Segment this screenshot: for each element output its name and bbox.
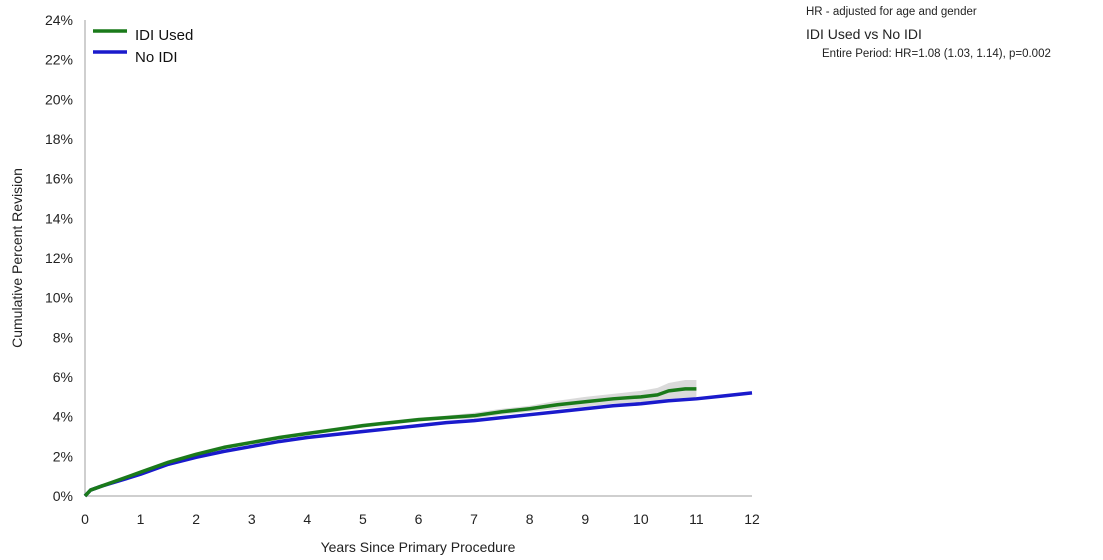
x-tick-label: 9	[581, 511, 589, 527]
x-tick-label: 12	[744, 511, 760, 527]
x-tick-label: 8	[526, 511, 534, 527]
y-tick-label: 12%	[45, 250, 73, 266]
hazard-ratio-notes: HR - adjusted for age and gender IDI Use…	[806, 4, 1051, 62]
y-tick-label: 14%	[45, 210, 73, 226]
y-tick-label: 20%	[45, 91, 73, 107]
y-tick-label: 10%	[45, 290, 73, 306]
y-tick-label: 6%	[53, 369, 73, 385]
confidence-bands	[85, 379, 697, 496]
y-tick-label: 4%	[53, 409, 73, 425]
x-tick-label: 0	[81, 511, 89, 527]
series-line-1	[83, 391, 753, 498]
legend: IDI Used No IDI	[93, 27, 193, 66]
x-tick-label: 4	[303, 511, 311, 527]
series-lines	[83, 387, 753, 498]
legend-label-idi-used: IDI Used	[135, 27, 193, 44]
x-tick-label: 10	[633, 511, 649, 527]
hr-result: Entire Period: HR=1.08 (1.03, 1.14), p=0…	[822, 48, 1051, 60]
y-axis-title: Cumulative Percent Revision	[9, 168, 25, 348]
y-tick-label: 2%	[53, 448, 73, 464]
y-tick-labels: 0% 2% 4% 6% 8% 10% 12% 14% 16% 18% 20% 22% 24%	[45, 12, 73, 504]
x-axis-title: Years Since Primary Procedure	[321, 539, 516, 555]
x-tick-label: 6	[415, 511, 423, 527]
y-tick-label: 16%	[45, 171, 73, 187]
y-tick-label: 22%	[45, 52, 73, 68]
comparison-title: IDI Used vs No IDI	[806, 26, 922, 42]
adjustment-note: HR - adjusted for age and gender	[806, 6, 977, 18]
y-tick-label: 0%	[53, 488, 73, 504]
x-tick-label: 3	[248, 511, 256, 527]
x-tick-labels: 0 1 2 3 4 5 6 7 8 9 10 11 12	[81, 511, 760, 527]
legend-label-no-idi: No IDI	[135, 49, 178, 66]
y-tick-label: 24%	[45, 12, 73, 28]
x-tick-label: 1	[137, 511, 145, 527]
x-tick-label: 2	[192, 511, 200, 527]
y-tick-label: 8%	[53, 329, 73, 345]
x-tick-label: 11	[689, 511, 704, 527]
series-line-0	[83, 387, 697, 498]
y-tick-label: 18%	[45, 131, 73, 147]
x-tick-label: 7	[470, 511, 478, 527]
confidence-band-0	[85, 379, 697, 496]
x-tick-label: 5	[359, 511, 367, 527]
